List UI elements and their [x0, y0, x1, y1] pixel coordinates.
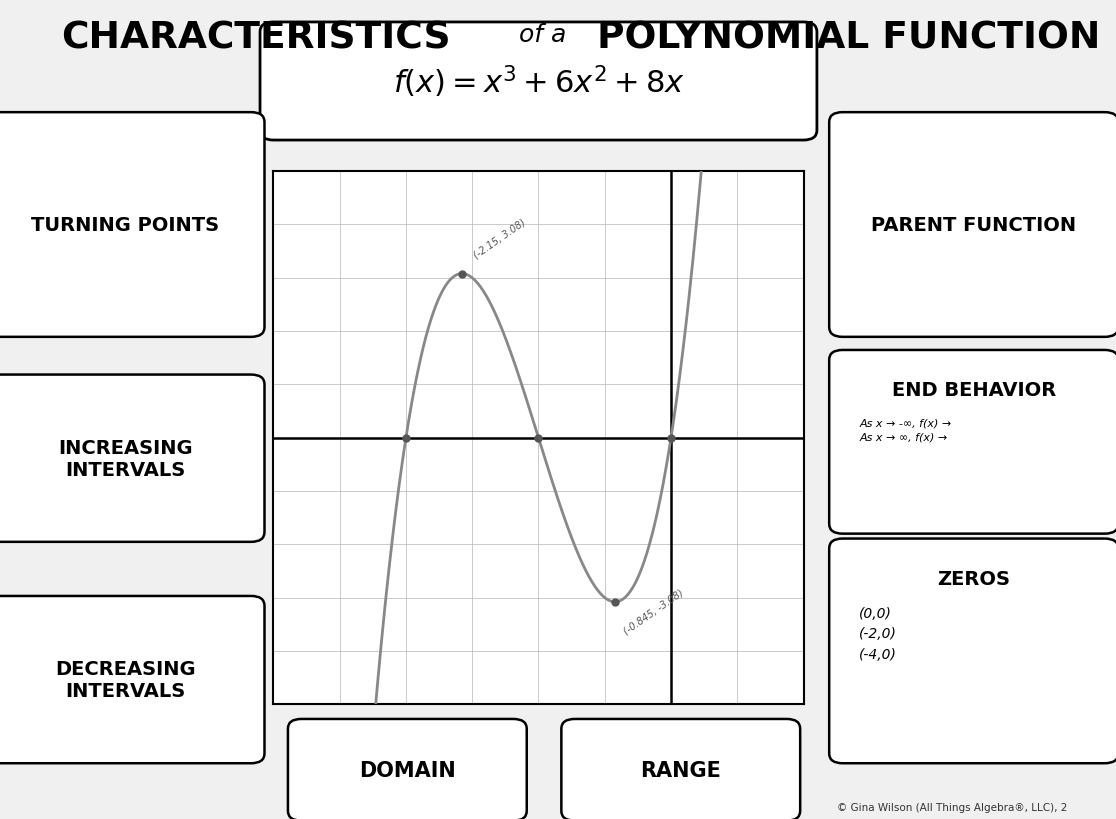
FancyBboxPatch shape [561, 719, 800, 819]
FancyBboxPatch shape [829, 351, 1116, 534]
Text: (-2.15, 3.08): (-2.15, 3.08) [472, 217, 528, 260]
Text: RANGE: RANGE [641, 760, 721, 780]
FancyBboxPatch shape [260, 23, 817, 141]
Text: INCREASING
INTERVALS: INCREASING INTERVALS [58, 438, 193, 479]
Text: (-0.845, -3.08): (-0.845, -3.08) [622, 587, 685, 636]
Text: DECREASING
INTERVALS: DECREASING INTERVALS [55, 659, 196, 700]
Text: of a: of a [519, 23, 566, 47]
FancyBboxPatch shape [829, 539, 1116, 763]
Text: $f(x) = x^3 + 6x^2 + 8x$: $f(x) = x^3 + 6x^2 + 8x$ [393, 64, 684, 100]
FancyBboxPatch shape [288, 719, 527, 819]
Text: (0,0)
(-2,0)
(-4,0): (0,0) (-2,0) (-4,0) [859, 606, 897, 661]
FancyBboxPatch shape [0, 375, 264, 542]
FancyBboxPatch shape [0, 113, 264, 337]
Text: © Gina Wilson (All Things Algebra®, LLC), 2: © Gina Wilson (All Things Algebra®, LLC)… [837, 803, 1067, 812]
Text: DOMAIN: DOMAIN [359, 760, 455, 780]
Text: END BEHAVIOR: END BEHAVIOR [892, 381, 1056, 400]
Text: POLYNOMIAL FUNCTION: POLYNOMIAL FUNCTION [597, 20, 1100, 57]
Text: PARENT FUNCTION: PARENT FUNCTION [872, 215, 1076, 235]
Text: As x → -∞, f(x) →
As x → ∞, f(x) →: As x → -∞, f(x) → As x → ∞, f(x) → [859, 418, 952, 442]
Text: TURNING POINTS: TURNING POINTS [31, 215, 220, 235]
Text: CHARACTERISTICS: CHARACTERISTICS [61, 20, 451, 57]
FancyBboxPatch shape [0, 596, 264, 763]
FancyBboxPatch shape [829, 113, 1116, 337]
Text: ZEROS: ZEROS [937, 569, 1010, 588]
